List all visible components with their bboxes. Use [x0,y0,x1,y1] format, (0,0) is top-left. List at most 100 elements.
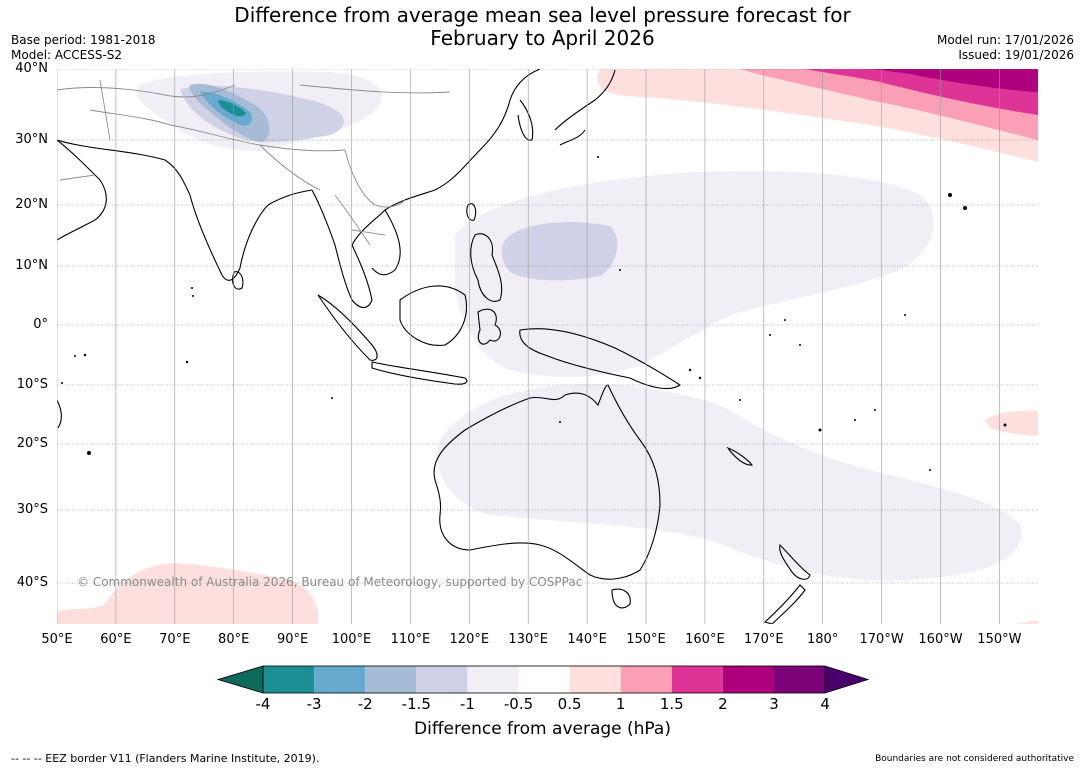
colorbar-tick-label: -1 [459,695,475,713]
coast-taiwan [466,203,477,221]
colorbar-tick-label: -3 [306,695,322,713]
longitude-label: 80°E [218,632,250,647]
coast-indochina [351,209,401,276]
longitude-label: 180° [807,632,839,647]
island [904,314,906,316]
border-indochina [334,194,386,246]
latitude-label: 30°N [15,132,48,147]
colorbar-tick-label: -4 [255,695,271,713]
island [874,409,876,411]
latitude-label: 10°N [15,258,48,273]
island [784,319,786,321]
anomaly-southwest-positive [57,563,319,624]
coast-sulawesi [477,308,501,345]
coast-java [371,361,468,385]
longitude-label: 60°E [100,632,132,647]
longitude-label: 130°E [508,632,548,647]
border-mongolia [299,84,451,94]
island [61,382,63,384]
colorbar-label: Difference from average (hPa) [414,719,671,739]
model-run: Model run: 17/01/2026 [936,33,1074,47]
island [688,368,692,372]
eez-note: -- -- -- EEZ border V11 (Flanders Marine… [11,752,320,765]
map-plot-area [57,69,1038,624]
latitude-label: 10°S [16,377,48,392]
issued-date: Issued: 19/01/2026 [958,48,1074,62]
coast-new-zealand-south [763,584,806,624]
island [854,419,856,421]
latitude-label: 20°N [15,197,48,212]
anomaly-north-pacific-2 [870,69,1038,92]
island [619,269,621,271]
island [1003,423,1007,427]
coast-india [189,189,313,281]
island [191,287,193,289]
anomaly-far-southeast-positive [1015,620,1038,624]
coast-iran-pakistan [57,139,191,196]
meta-left: Base period: 1981-2018 Model: ACCESS-S2 [11,33,156,63]
latitude-label: 20°S [16,436,48,451]
island [185,360,189,364]
small-islands [61,156,1007,471]
longitude-label: 100°E [331,632,372,647]
meta-right: Model run: 17/01/2026 Issued: 19/01/2026 [937,33,1074,63]
longitude-label: 50°E [41,632,73,647]
longitude-label: 150°E [626,632,666,647]
anomaly-south-pacific-positive [985,410,1038,436]
anomaly-southern-negative-0-5 [437,384,1022,581]
country-borders [57,79,451,246]
island [87,451,91,455]
island [559,421,561,423]
graticule [57,69,1038,624]
coast-sri-lanka [232,271,244,290]
island [948,193,952,197]
island [963,206,967,210]
longitude-label: 170°E [744,632,784,647]
latitude-label: 40°N [15,61,48,76]
chart-title: Difference from average mean sea level p… [0,4,1085,50]
longitude-label: 160°E [685,632,725,647]
base-period: Base period: 1981-2018 [11,33,156,47]
colorbar-tick-label: 4 [820,695,830,713]
island [192,295,194,297]
colorbar-tick-label: 0.5 [557,695,582,713]
island [74,355,76,357]
colorbar-tick-label: -2 [357,695,373,713]
coast-borneo [399,285,467,346]
coast-new-caledonia [726,446,754,466]
colorbar-tick-label: 2 [718,695,728,713]
colorbar-tick-label: 1 [615,695,626,713]
longitude-label: 70°E [159,632,191,647]
island [83,353,87,357]
longitude-label: 170°W [859,632,904,647]
island [929,469,931,471]
coastlines [57,69,811,624]
coast-myanmar-malay [311,189,373,309]
colorbar-tick-label: -1.5 [401,695,431,713]
island [698,376,702,380]
longitude-label: 110°E [390,632,431,647]
island [331,397,333,399]
coast-new-guinea [519,328,681,390]
border-central-asia [57,79,236,181]
island [799,344,801,346]
latitude-label: 40°S [16,575,48,590]
model-name: Model: ACCESS-S2 [11,48,123,62]
coast-sumatra [317,294,378,361]
longitude-label: 160°W [918,632,963,647]
coast-tasmania [611,588,631,609]
title-line-2: February to April 2026 [430,26,655,50]
boundaries-note: Boundaries are not considered authoritat… [875,754,1074,764]
longitude-label: 90°E [276,632,309,647]
coast-philippines [470,233,503,302]
title-line-1: Difference from average mean sea level p… [234,3,851,27]
island [739,399,741,401]
coast-arabia [57,139,107,241]
latitude-label: 0° [33,317,48,332]
colorbar-tick-label: 1.5 [659,695,684,713]
anomaly-tropical-negative-1 [501,222,618,281]
coast-australia [433,384,661,580]
coast-china [384,69,541,211]
longitude-label: 120°E [449,632,490,647]
